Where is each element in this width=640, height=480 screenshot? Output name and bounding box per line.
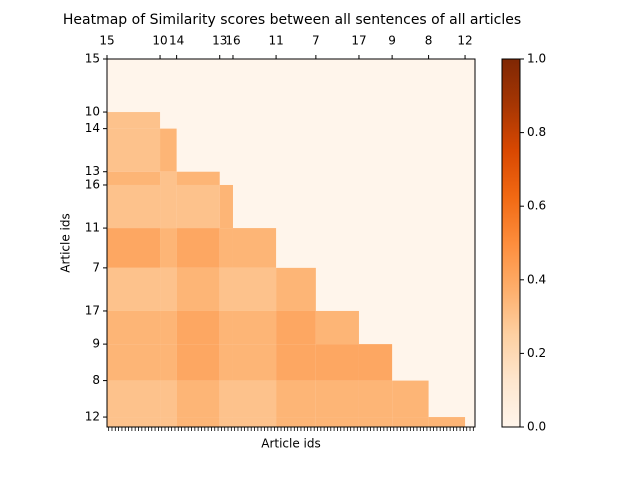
heatmap-cell [315,380,359,418]
y-tick-label: 11 [85,221,100,235]
heatmap-cell [276,267,316,311]
heatmap-cell [276,417,316,427]
heatmap-cell [219,380,233,418]
colorbar [501,58,521,428]
heatmap-cell [219,267,233,311]
heatmap-cell [232,417,277,427]
y-tick-label: 13 [85,164,100,178]
heatmap-cell [107,112,161,129]
heatmap-cell [358,344,393,381]
heatmap-cell [176,171,220,185]
heatmap-cell [107,184,161,229]
heatmap-cell [428,417,466,427]
heatmap-cell [176,310,220,345]
heatmap-cell [160,228,177,268]
y-tick-label: 10 [85,105,100,119]
heatmap-cell [315,417,359,427]
heatmap-cell [358,380,393,418]
colorbar-tick-label: 0.0 [527,420,546,434]
heatmap-cell [160,344,177,381]
heatmap-cell [276,344,316,381]
heatmap-cell [392,380,429,418]
colorbar-tick-label: 0.2 [527,346,546,360]
x-tick-label: 17 [351,34,366,48]
colorbar-tick-label: 1.0 [527,52,546,66]
x-tick-label: 14 [169,34,184,48]
heatmap-cell [276,310,316,345]
x-tick-label: 12 [457,34,472,48]
colorbar-tick-label: 0.8 [527,125,546,139]
heatmap-cell [160,310,177,345]
heatmap-cell [107,267,161,311]
heatmap-cell [219,344,233,381]
y-axis-label: Article ids [59,213,73,273]
heatmap-cell [315,344,359,381]
heatmap-cell [160,184,177,229]
x-tick-label: 9 [388,34,396,48]
heatmap-cell [219,184,233,229]
heatmap-cell [176,228,220,268]
heatmap-cell [107,228,161,268]
x-tick-label: 15 [99,34,114,48]
x-tick-label: 13 [212,34,227,48]
heatmap-cell [358,417,393,427]
heatmap-cell [176,267,220,311]
x-tick-label: 16 [225,34,240,48]
heatmap-cell [107,171,161,185]
y-tick-label: 16 [85,177,100,191]
heatmap-cell [176,344,220,381]
heatmap-cell [315,310,359,345]
x-tick-label: 7 [312,34,320,48]
heatmap-cell [232,267,277,311]
colorbar-tick-label: 0.6 [527,199,546,213]
heatmap-cell [232,344,277,381]
y-tick-label: 12 [85,410,100,424]
x-axis-label: Article ids [261,437,321,451]
heatmap-cell [219,228,233,268]
y-tick-label: 7 [92,260,100,274]
heatmap-cell [160,128,177,172]
heatmap-cell [160,380,177,418]
heatmap-cell [176,417,220,427]
heatmap-cell [232,228,277,268]
heatmap-cell [232,310,277,345]
heatmap-cell [107,380,161,418]
heatmap-cell [160,171,177,185]
heatmap-cell [176,380,220,418]
heatmap-cell [176,184,220,229]
chart-title: Heatmap of Similarity scores between all… [63,12,521,28]
x-tick-label: 10 [152,34,167,48]
y-tick-label: 15 [85,52,100,66]
colorbar-tick-label: 0.4 [527,272,546,286]
y-tick-label: 8 [92,373,100,387]
y-tick-label: 14 [85,121,100,135]
heatmap-cell [107,128,161,172]
x-tick-label: 8 [425,34,433,48]
heatmap-cell [160,267,177,311]
heatmap-cell [276,380,316,418]
y-tick-label: 9 [92,337,100,351]
x-tick-label: 11 [268,34,283,48]
heatmap-cell [107,344,161,381]
heatmap-cell [392,417,429,427]
heatmap-cell [107,310,161,345]
heatmap-cell [160,417,177,427]
heatmap-cell [232,380,277,418]
y-tick-label: 17 [85,303,100,317]
heatmap-cell [219,417,233,427]
heatmap-cell [107,417,161,427]
heatmap-cell [219,310,233,345]
